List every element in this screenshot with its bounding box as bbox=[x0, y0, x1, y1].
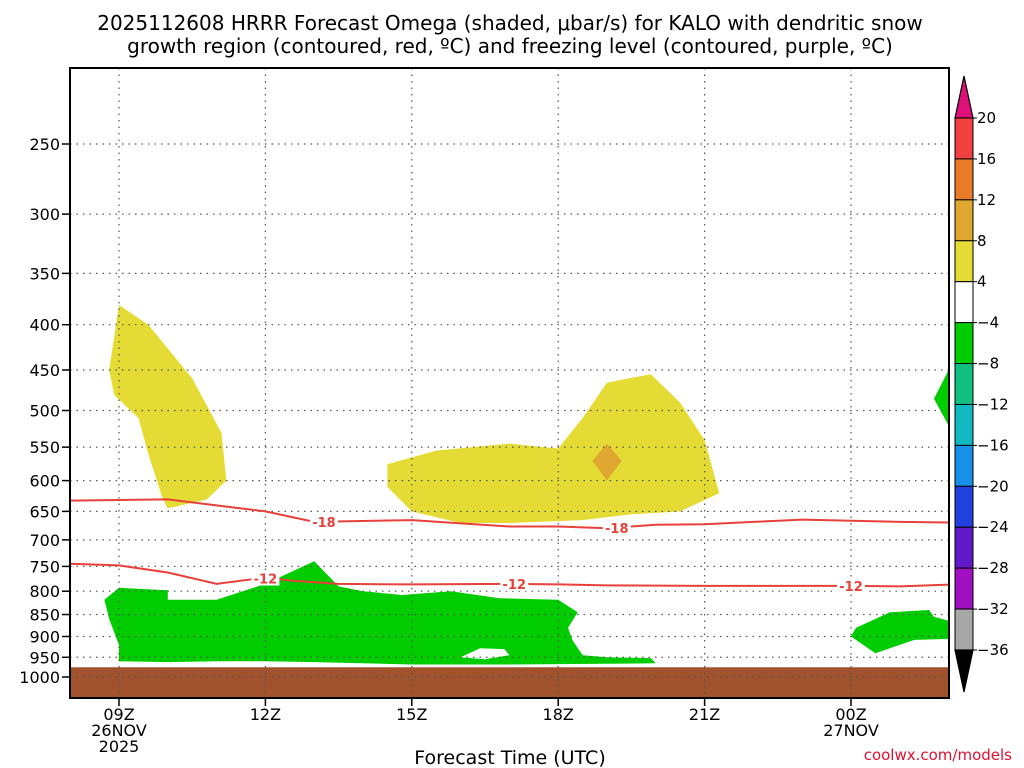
y-tick-label: 450 bbox=[29, 361, 60, 380]
colorbar-tick-label: 4 bbox=[977, 273, 987, 291]
y-tick-label: 800 bbox=[29, 582, 60, 601]
omega-region bbox=[851, 610, 949, 654]
contour-label-bg bbox=[500, 575, 529, 591]
colorbar-tick-label: 8 bbox=[977, 232, 987, 250]
colorbar-segment bbox=[954, 322, 974, 365]
colorbar-tick-label: 20 bbox=[977, 109, 996, 127]
x-axis-label: Forecast Time (UTC) bbox=[414, 747, 605, 768]
y-tick-label: 900 bbox=[29, 627, 60, 646]
colorbar-bottom-arrow bbox=[954, 649, 974, 693]
omega-region bbox=[592, 443, 622, 481]
colorbar: 20 16 12 8 4 −4 −8 −12 −16 −20 −24 −28 −32 −36 bbox=[954, 75, 1009, 693]
colorbar-segment bbox=[954, 158, 974, 201]
colorbar-segment bbox=[954, 363, 974, 405]
chart-title-line1: 2025112608 HRRR Forecast Omega (shaded, … bbox=[97, 11, 923, 35]
omega-region bbox=[109, 305, 227, 509]
contour-label-bg bbox=[837, 577, 865, 593]
y-tick-label: 700 bbox=[29, 531, 60, 550]
contour-label-bg bbox=[602, 520, 631, 536]
colorbar-segment bbox=[954, 403, 974, 446]
x-tick-label: 12Z bbox=[250, 705, 281, 724]
contour-layer: -18 -18 -12 -12 -12 bbox=[70, 498, 949, 595]
plot-area: -18 -18 -12 -12 -12 bbox=[70, 68, 949, 698]
colorbar-tick-label: 16 bbox=[977, 150, 996, 168]
colorbar-tick-label: −36 bbox=[977, 641, 1009, 659]
omega-shading-layer bbox=[104, 305, 949, 665]
contour-label-bg bbox=[309, 513, 338, 529]
x-tick-label: 18Z bbox=[543, 705, 574, 724]
y-axis: 250 300 350 400 450 500 550 600 650 700 750 800 850 9… bbox=[19, 135, 70, 687]
colorbar-tick-label: −32 bbox=[977, 600, 1009, 618]
y-tick-label: 950 bbox=[29, 648, 60, 667]
colorbar-segment bbox=[954, 117, 974, 160]
colorbar-segment bbox=[954, 240, 974, 283]
colorbar-tick-label: −20 bbox=[977, 477, 1009, 495]
colorbar-tick-label: −4 bbox=[977, 314, 999, 332]
colorbar-segment bbox=[954, 199, 974, 242]
colorbar-tick-label: −28 bbox=[977, 559, 1009, 577]
y-tick-label: 250 bbox=[29, 135, 60, 154]
chart-title-line2: growth region (contoured, red, ºC) and f… bbox=[127, 34, 893, 58]
y-tick-label: 650 bbox=[29, 502, 60, 521]
colorbar-tick-label: 12 bbox=[977, 191, 996, 209]
omega-region bbox=[104, 561, 656, 665]
x-tick-label: 21Z bbox=[689, 705, 720, 724]
colorbar-segment bbox=[954, 485, 974, 528]
ground-layer bbox=[70, 667, 949, 698]
colorbar-tick-label: −24 bbox=[977, 518, 1009, 536]
y-tick-label: 400 bbox=[29, 316, 60, 335]
colorbar-segment bbox=[954, 281, 974, 324]
colorbar-segment bbox=[954, 444, 974, 487]
grid-layer bbox=[70, 68, 949, 698]
x-tick-date-label: 27NOV bbox=[823, 721, 879, 740]
contour-label: -12 bbox=[839, 580, 863, 595]
y-tick-label: 300 bbox=[29, 205, 60, 224]
dgz-contour-line bbox=[70, 562, 949, 588]
y-tick-label: 750 bbox=[29, 557, 60, 576]
x-tick-label: 00Z bbox=[835, 705, 866, 724]
colorbar-tick-label: −16 bbox=[977, 436, 1009, 454]
contour-label-bg bbox=[251, 570, 280, 586]
contour-label: -12 bbox=[503, 578, 527, 593]
x-tick-date-label: 26NOV bbox=[91, 721, 147, 740]
colorbar-segment bbox=[954, 526, 974, 569]
x-tick-year-label: 2025 bbox=[99, 737, 140, 756]
contour-label: -18 bbox=[312, 516, 336, 531]
contour-label: -12 bbox=[254, 573, 278, 588]
colorbar-tick-label: −8 bbox=[977, 355, 999, 373]
plot-frame bbox=[69, 67, 950, 699]
contour-label: -18 bbox=[605, 522, 629, 537]
y-tick-label: 1000 bbox=[19, 668, 60, 687]
y-tick-label: 500 bbox=[29, 402, 60, 421]
y-tick-label: 850 bbox=[29, 606, 60, 625]
omega-region bbox=[460, 648, 510, 660]
y-tick-label: 600 bbox=[29, 472, 60, 491]
x-tick-label: 09Z bbox=[103, 705, 134, 724]
x-tick-label: 15Z bbox=[396, 705, 427, 724]
omega-region bbox=[934, 370, 949, 426]
y-tick-label: 350 bbox=[29, 264, 60, 283]
colorbar-tick-label: −12 bbox=[977, 395, 1009, 413]
colorbar-segment bbox=[954, 608, 974, 651]
omega-region bbox=[387, 374, 720, 523]
ground-surface bbox=[70, 667, 949, 698]
y-tick-label: 550 bbox=[29, 438, 60, 457]
colorbar-segment bbox=[954, 567, 974, 610]
credit-text: coolwx.com/models bbox=[864, 746, 1012, 764]
